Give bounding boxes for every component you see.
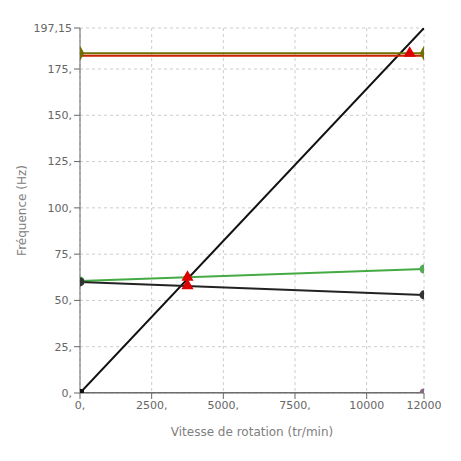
svg-text:25,: 25,: [55, 341, 73, 354]
svg-text:7500,: 7500,: [279, 399, 311, 412]
svg-text:197,15: 197,15: [34, 22, 73, 35]
svg-text:Vitesse de rotation (tr/min): Vitesse de rotation (tr/min): [171, 425, 333, 439]
svg-text:0,: 0,: [75, 399, 86, 412]
svg-text:75,: 75,: [55, 248, 73, 261]
svg-text:Fréquence (Hz): Fréquence (Hz): [15, 165, 29, 256]
svg-text:125,: 125,: [48, 155, 73, 168]
svg-text:10000: 10000: [349, 399, 384, 412]
svg-text:0,: 0,: [62, 387, 73, 400]
svg-text:5000,: 5000,: [208, 399, 240, 412]
svg-text:50,: 50,: [55, 294, 73, 307]
svg-text:2500,: 2500,: [136, 399, 168, 412]
svg-text:100,: 100,: [48, 202, 73, 215]
svg-text:150,: 150,: [48, 109, 73, 122]
svg-text:12000: 12000: [407, 399, 442, 412]
svg-text:175,: 175,: [48, 63, 73, 76]
